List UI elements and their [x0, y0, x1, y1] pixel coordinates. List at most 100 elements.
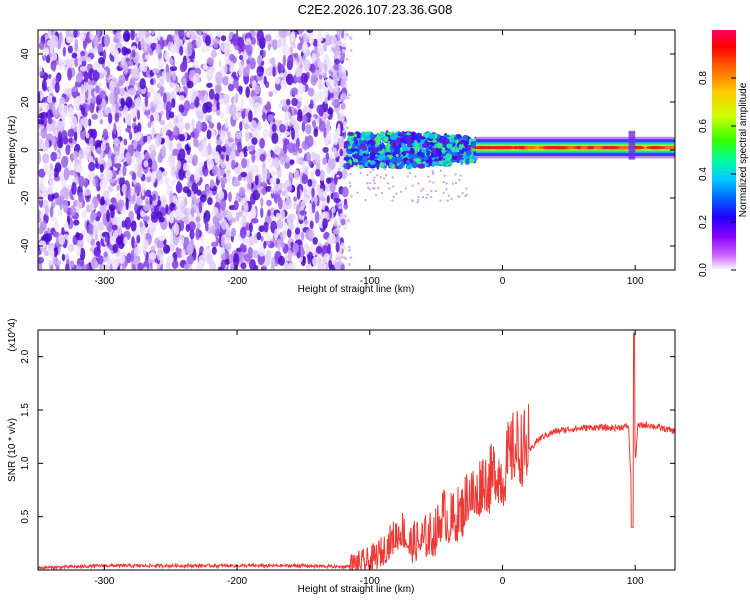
spectrogram-cell — [246, 44, 253, 56]
y-tick-label: 1.0 — [20, 456, 31, 470]
spectrogram-cell — [309, 220, 314, 230]
spectrogram-cell — [285, 156, 291, 163]
spectrogram-cell — [336, 78, 340, 82]
spectrogram-cell — [235, 194, 239, 202]
page-title: C2E2.2026.107.23.36.G08 — [297, 2, 453, 17]
spectrogram-cell — [301, 174, 309, 185]
spectrogram-cell — [332, 90, 339, 99]
spectrogram-cell — [58, 102, 64, 116]
spectrogram-cell — [446, 143, 453, 149]
spectrogram-cell — [318, 73, 323, 81]
spectrogram-cell — [150, 149, 157, 158]
spectrogram-cell — [130, 220, 137, 232]
spectrogram-cell — [239, 54, 243, 61]
spectrogram-cell — [58, 234, 66, 246]
spectrogram-cell — [240, 97, 245, 110]
spectrogram-cell — [254, 173, 259, 186]
spectrogram-cell — [264, 230, 270, 241]
spectrogram-cell — [47, 244, 55, 250]
spectrogram-cell — [339, 148, 344, 157]
spectrogram-cell — [365, 182, 369, 185]
spectrogram-cell — [220, 153, 225, 160]
spectrogram-cell — [61, 105, 69, 118]
spectrogram-cell — [243, 201, 249, 211]
spectrogram-cell — [266, 100, 271, 113]
spectrogram-cell — [202, 136, 208, 143]
spectrogram-cell — [274, 77, 281, 85]
spectrogram-cell — [434, 189, 437, 193]
spectrogram-cell — [241, 215, 247, 228]
spectrogram-cell — [124, 216, 132, 230]
spectrogram-cell — [43, 48, 50, 56]
spectrogram-cell — [215, 236, 219, 246]
spectrogram-cell — [336, 234, 340, 242]
spectrogram-cell — [197, 30, 202, 36]
spectrogram-cell — [443, 174, 446, 177]
spectrogram-cell — [340, 262, 345, 270]
spectrogram-cell — [141, 101, 146, 113]
spectrogram-cell — [257, 54, 262, 66]
spectrogram-cell — [128, 87, 136, 96]
spectrogram-cell — [130, 30, 135, 41]
spectrogram-cell — [205, 34, 211, 47]
spectrogram-cell — [171, 195, 178, 205]
spectrogram-cell — [183, 197, 188, 207]
spectrogram-cell — [331, 206, 336, 214]
spectrogram-cell — [61, 130, 68, 142]
spectrogram-cell — [392, 185, 395, 188]
spectrogram-cell — [209, 179, 215, 189]
spectrogram-cell — [322, 146, 329, 153]
spectrogram-cell — [229, 103, 237, 117]
spectrogram-cell — [393, 145, 401, 151]
spectrogram-cell — [317, 262, 323, 270]
spectrogram-cell — [343, 214, 347, 218]
spectrogram-cell — [239, 121, 243, 132]
spectrogram-cell — [85, 263, 90, 270]
spectrogram-cell — [447, 194, 451, 198]
spectrogram-cell — [253, 264, 259, 270]
spectrogram-cell — [188, 221, 196, 232]
spectrogram-cell — [134, 182, 142, 195]
spectrogram-cell — [273, 144, 281, 155]
spectrogram-cell — [54, 162, 62, 173]
spectrogram-cell — [128, 131, 133, 141]
spectrogram-cell — [296, 188, 301, 200]
spectrogram-cell — [256, 30, 264, 42]
spectrogram-cell — [250, 207, 257, 218]
spectrogram-cell — [445, 187, 448, 191]
spectrogram-cell — [49, 264, 54, 270]
spectrogram-cell — [137, 30, 144, 39]
spectrogram-cell — [228, 253, 234, 264]
spectrogram-cell — [48, 248, 55, 258]
spectrogram-cell — [201, 140, 207, 150]
spectrogram-cell — [297, 147, 303, 154]
spectrogram-cell — [379, 162, 385, 168]
spectrogram-cell — [198, 201, 203, 214]
y-tick-label: 2.0 — [20, 349, 31, 363]
spectrogram-cell — [235, 92, 239, 104]
spectrogram-cell — [99, 51, 104, 57]
spectrogram-cell — [67, 128, 75, 138]
spectrogram-cell — [333, 63, 340, 71]
spectrogram-cell — [39, 71, 44, 77]
spectrogram-cell — [215, 139, 223, 146]
spectrogram-cell — [402, 145, 409, 152]
spectrogram-cell — [136, 234, 141, 244]
spectrogram-cell — [287, 249, 293, 261]
spectrogram-cell — [97, 109, 104, 119]
spectrogram-cell — [276, 212, 281, 219]
spectrogram-cell — [110, 197, 117, 205]
spectrogram-cell — [112, 48, 119, 58]
spectrogram-cell — [100, 141, 106, 152]
spectrogram-cell — [277, 61, 282, 72]
spectrogram-cell — [165, 204, 169, 214]
spectrogram-cell — [157, 58, 164, 70]
spectrogram-cell — [323, 129, 327, 139]
spectrogram-cell — [139, 78, 146, 90]
spectrogram-cell — [49, 179, 54, 191]
spectrogram-cell — [110, 105, 116, 116]
spectrogram-cell — [79, 247, 86, 261]
spectrogram-cell — [85, 204, 92, 213]
spectrogram-cell — [239, 227, 247, 239]
spectrogram-cell — [328, 259, 332, 269]
